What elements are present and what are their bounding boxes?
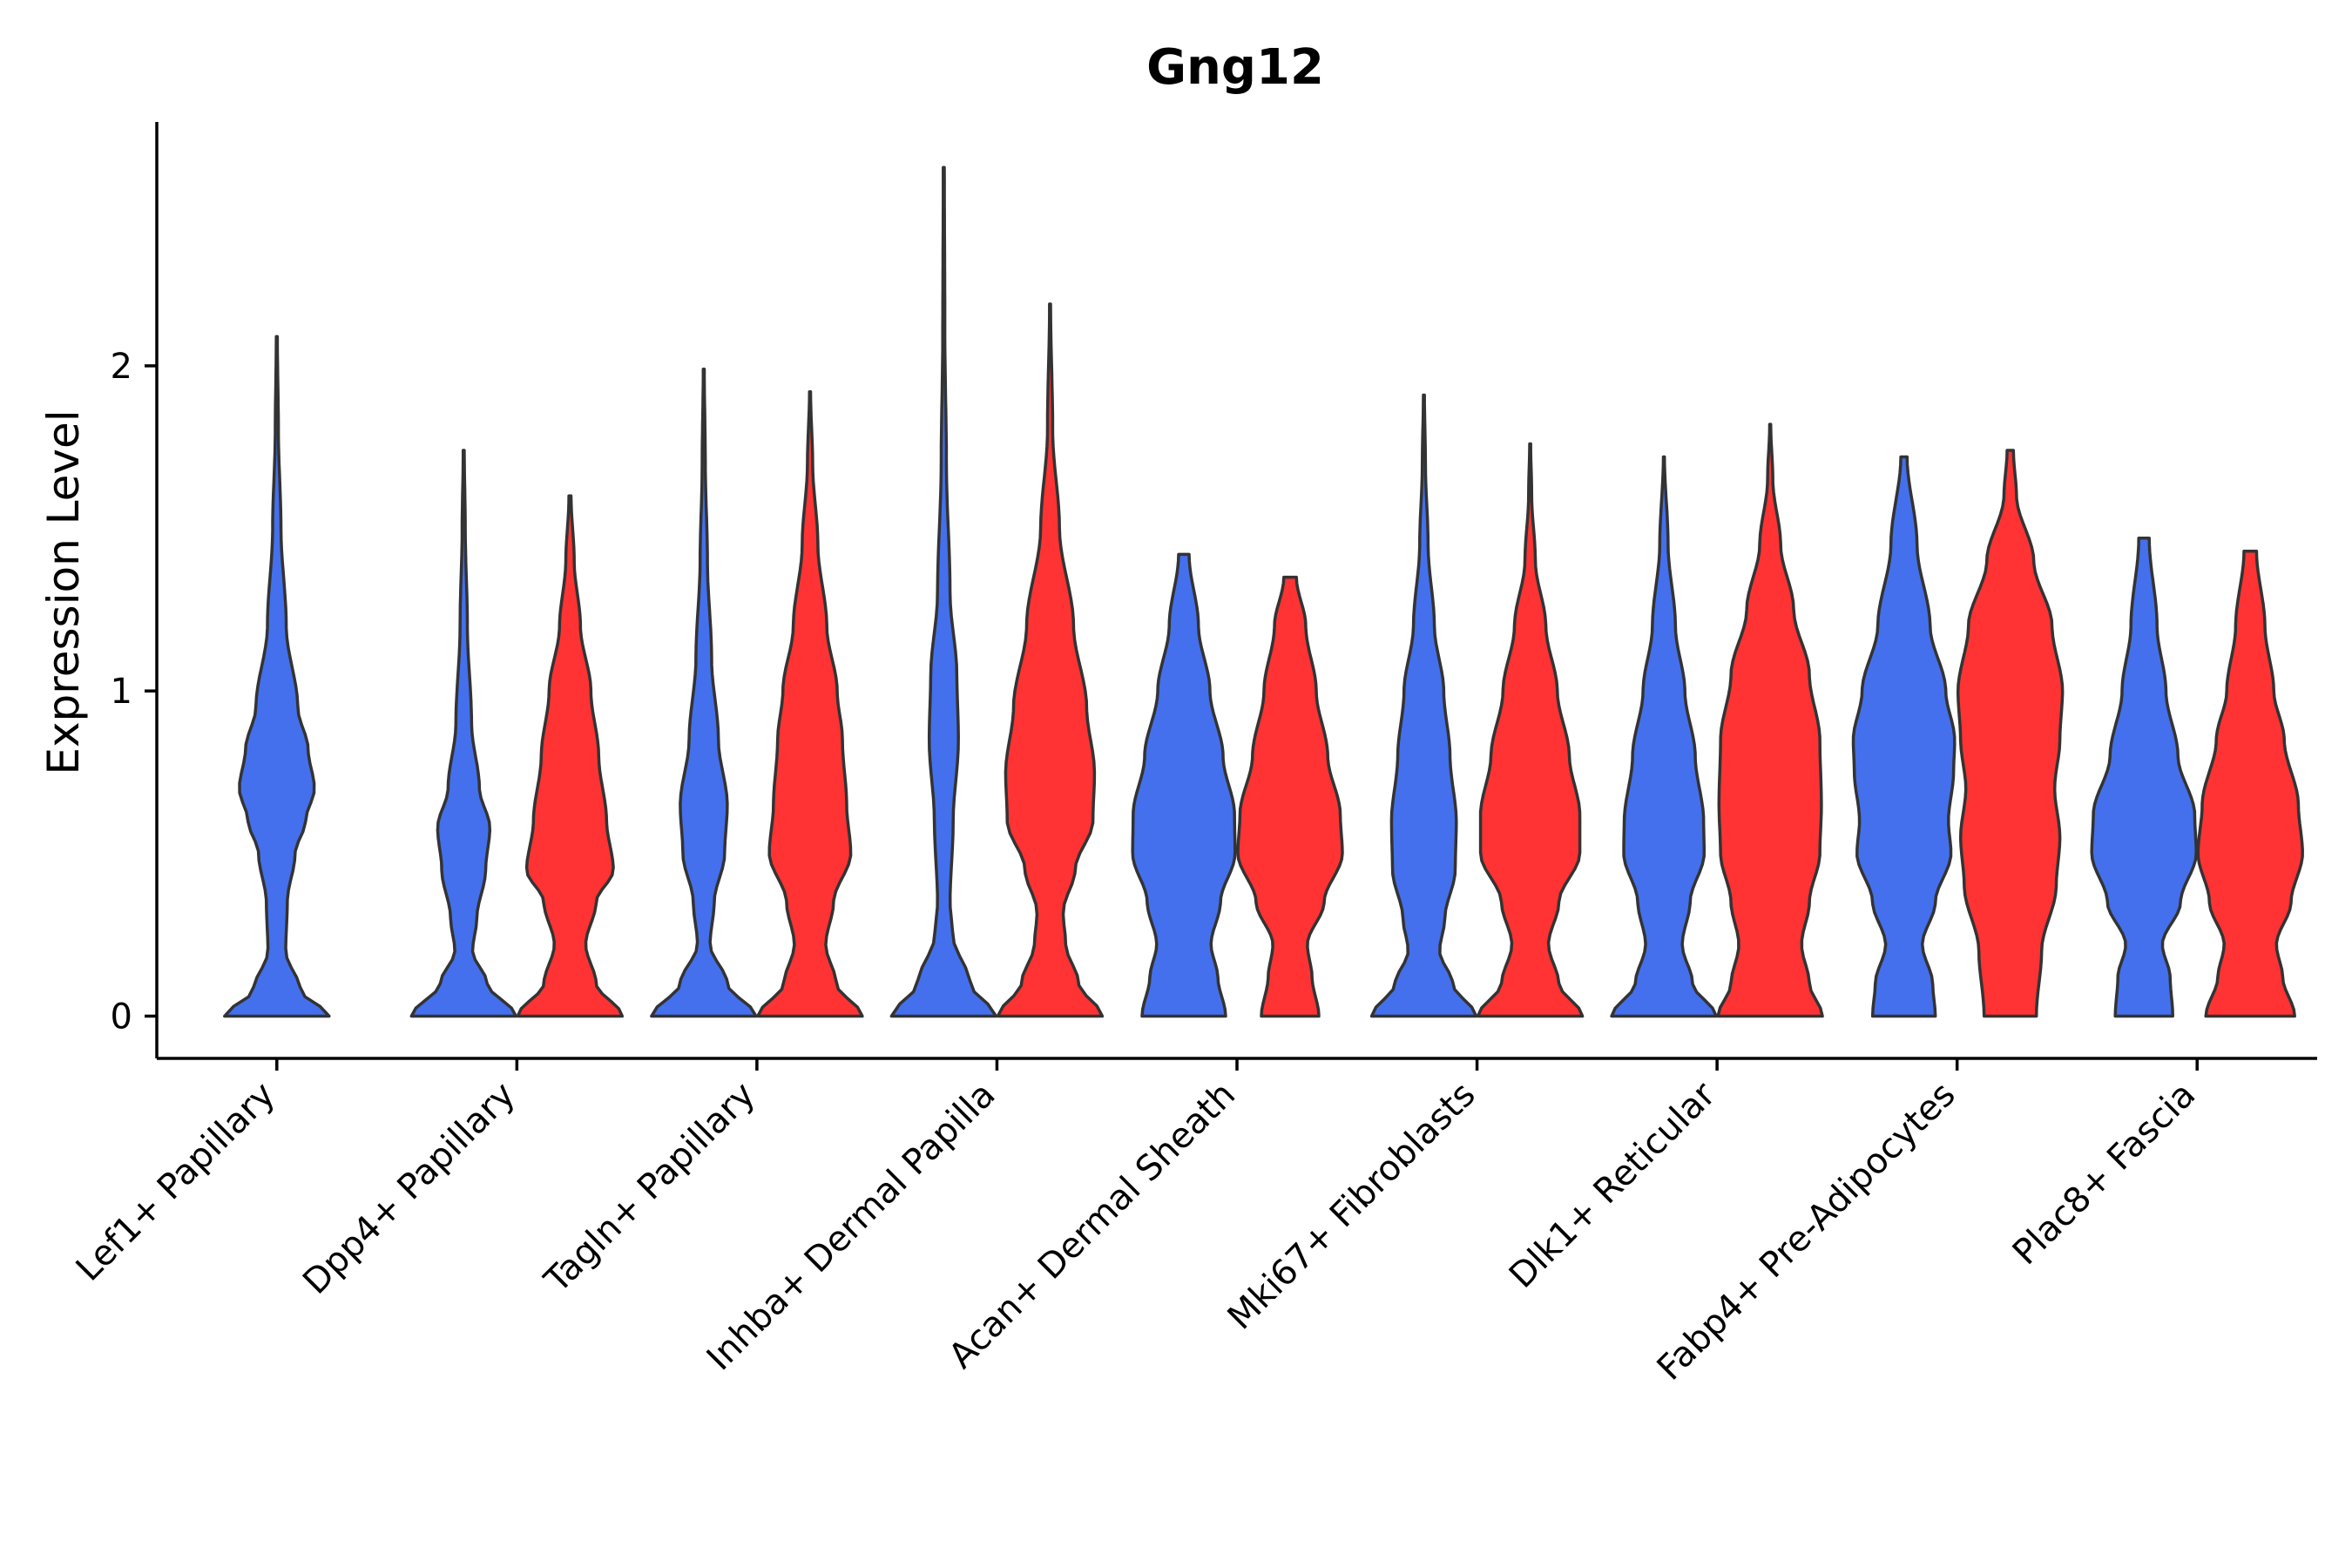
x-axis: Lef1+ Papillary Dpp4+ Papillary Tagln+ Pap… bbox=[69, 1057, 2317, 1389]
y-axis: 0 1 2 bbox=[111, 122, 159, 1058]
violin-inhba-dermal-papilla-group-1 bbox=[889, 166, 998, 1018]
y-axis-label: Expression Level bbox=[38, 409, 89, 774]
violin-mki67-fibroblasts-group-1 bbox=[1369, 393, 1478, 1018]
violin-tagln-papillary-group-1 bbox=[650, 367, 758, 1018]
violin-dpp4-papillary-group-1 bbox=[409, 449, 518, 1018]
y-tick-label: 1 bbox=[111, 672, 132, 712]
x-tick-label: Dpp4+ Papillary bbox=[295, 1075, 523, 1302]
violin-acan-dermal-sheath-group-2 bbox=[1236, 575, 1344, 1018]
x-tick-label: Tagln+ Papillary bbox=[537, 1075, 763, 1301]
violin-fabp4-pre-adipocytes-group-1 bbox=[1851, 455, 1957, 1018]
y-tick-label: 2 bbox=[111, 347, 132, 387]
x-tick-label: Dlk1+ Reticular bbox=[1502, 1074, 1724, 1296]
violin-tagln-papillary-group-2 bbox=[756, 390, 864, 1018]
violin-fabp4-pre-adipocytes-group-2 bbox=[1956, 449, 2065, 1018]
x-tick-label: Acan+ Dermal Sheath bbox=[942, 1075, 1244, 1377]
violin-mki67-fibroblasts-group-2 bbox=[1476, 442, 1585, 1018]
violin-dlk1-reticular-group-2 bbox=[1716, 422, 1824, 1018]
violin-acan-dermal-sheath-group-1 bbox=[1131, 552, 1237, 1018]
x-tick-label: Lef1+ Papillary bbox=[69, 1075, 283, 1289]
violin-dpp4-papillary-group-2 bbox=[516, 494, 625, 1018]
x-tick-label: Plac8+ Fascia bbox=[2005, 1075, 2204, 1274]
violin-plac8-fascia-group-2 bbox=[2196, 549, 2304, 1018]
violin-plac8-fascia-group-1 bbox=[2090, 537, 2198, 1018]
violin-lef1-papillary-group-1 bbox=[223, 335, 331, 1018]
violin-inhba-dermal-papilla-group-2 bbox=[996, 302, 1105, 1018]
y-tick-label: 0 bbox=[111, 997, 132, 1037]
violin-dlk1-reticular-group-1 bbox=[1610, 455, 1718, 1018]
x-tick-label: Mki67+ Fibroblasts bbox=[1220, 1075, 1484, 1338]
violin-layer bbox=[223, 166, 2304, 1018]
chart-title: Gng12 bbox=[1146, 39, 1324, 96]
